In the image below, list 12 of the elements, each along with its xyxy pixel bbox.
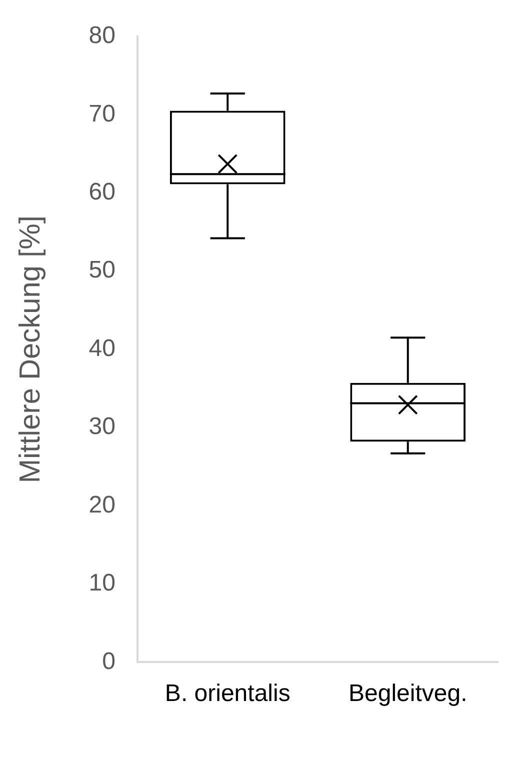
y-tick-label: 80 <box>88 22 116 50</box>
y-tick-label: 50 <box>88 256 116 284</box>
y-tick-label: 20 <box>88 491 116 518</box>
y-tick-label: 0 <box>102 648 116 675</box>
y-tick-label: 40 <box>88 334 116 362</box>
y-axis-title: Mittlere Deckung [%] <box>14 216 46 484</box>
y-tick-label: 60 <box>88 178 116 206</box>
x-tick-label: Begleitveg. <box>348 680 468 708</box>
y-tick-label: 10 <box>88 570 116 597</box>
y-tick-label: 30 <box>88 413 116 440</box>
x-tick-label: B. orientalis <box>164 680 290 708</box>
y-tick-label: 70 <box>88 100 116 128</box>
